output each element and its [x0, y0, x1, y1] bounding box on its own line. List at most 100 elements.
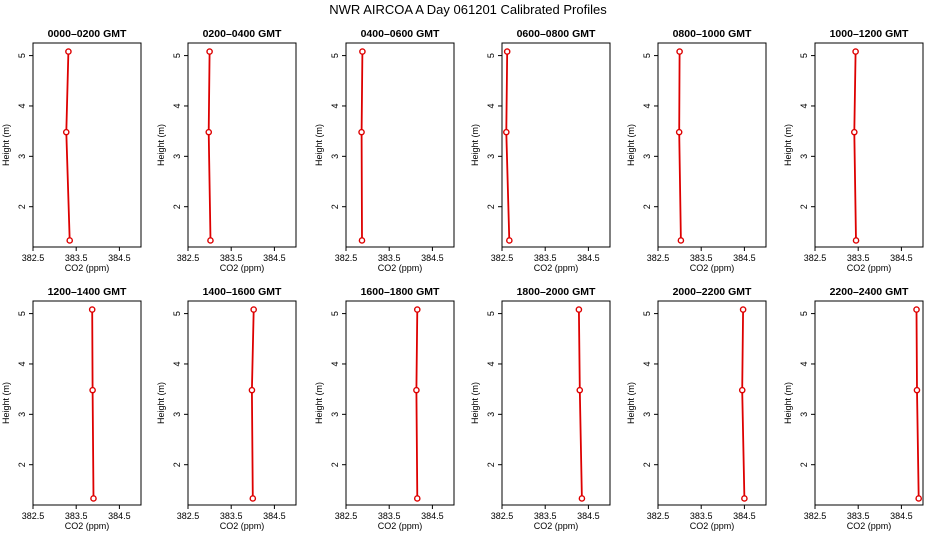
profile-line — [505, 51, 511, 241]
y-tick-label: 5 — [799, 311, 809, 316]
y-tick-label: 4 — [172, 361, 182, 366]
x-tick-label: 384.5 — [733, 253, 756, 263]
x-tick-label: 382.5 — [804, 253, 827, 263]
page-title: NWR AIRCOA A Day 061201 Calibrated Profi… — [329, 2, 607, 17]
x-tick-label: 382.5 — [647, 511, 670, 521]
x-tick-label: 382.5 — [647, 253, 670, 263]
y-axis-label: Height (m) — [470, 382, 480, 424]
x-tick-label: 382.5 — [22, 511, 45, 521]
x-tick-label: 384.5 — [108, 511, 131, 521]
x-tick-label: 384.5 — [421, 253, 444, 263]
panel-title: 2200–2400 GMT — [830, 286, 909, 298]
x-tick-label: 382.5 — [804, 511, 827, 521]
y-tick-label: 5 — [17, 53, 27, 58]
data-point — [358, 237, 366, 244]
x-tick-label: 382.5 — [491, 253, 514, 263]
x-tick-label: 383.5 — [220, 253, 243, 263]
panel-title: 1200–1400 GMT — [48, 286, 127, 298]
y-axis-label: Height (m) — [626, 124, 636, 166]
x-tick-label: 383.5 — [65, 511, 88, 521]
y-tick-label: 3 — [486, 412, 496, 417]
y-axis-label: Height (m) — [783, 124, 793, 166]
x-tick-label: 382.5 — [335, 253, 358, 263]
x-tick-label: 383.5 — [220, 511, 243, 521]
y-tick-label: 2 — [486, 204, 496, 209]
x-tick-label: 384.5 — [890, 511, 913, 521]
x-axis-label: CO2 (ppm) — [65, 263, 110, 273]
y-tick-label: 3 — [172, 154, 182, 159]
data-point — [65, 48, 72, 55]
x-axis-label: CO2 (ppm) — [220, 521, 265, 531]
x-axis-label: CO2 (ppm) — [378, 521, 423, 531]
y-tick-label: 2 — [642, 462, 652, 467]
data-point — [741, 495, 748, 502]
x-axis-label: CO2 (ppm) — [378, 263, 423, 273]
x-axis-label: CO2 (ppm) — [690, 263, 735, 273]
y-tick-label: 2 — [486, 462, 496, 467]
y-tick-label: 4 — [642, 103, 652, 108]
y-tick-label: 3 — [330, 412, 340, 417]
data-point — [676, 48, 683, 55]
y-axis-label: Height (m) — [156, 382, 166, 424]
y-tick-label: 3 — [17, 412, 27, 417]
plot-frame — [501, 42, 611, 248]
x-tick-label: 384.5 — [890, 253, 913, 263]
data-point — [206, 48, 213, 55]
profile-line — [915, 309, 920, 499]
plot-frame — [345, 42, 455, 248]
profile-line — [250, 309, 255, 499]
data-point — [250, 306, 257, 313]
data-point — [851, 128, 858, 136]
x-tick-label: 382.5 — [335, 511, 358, 521]
y-tick-label: 3 — [330, 154, 340, 159]
x-axis-label: CO2 (ppm) — [847, 521, 892, 531]
data-point — [503, 48, 511, 55]
panel-title: 2000–2200 GMT — [673, 286, 752, 298]
data-point — [675, 128, 683, 136]
x-tick-label: 382.5 — [177, 511, 200, 521]
profile-line — [65, 51, 71, 241]
data-point — [913, 306, 920, 313]
y-tick-label: 4 — [172, 103, 182, 108]
x-tick-label: 383.5 — [378, 253, 401, 263]
plot-frame — [814, 42, 924, 248]
plot-frame — [814, 300, 924, 506]
profile-line — [853, 51, 857, 241]
data-point — [503, 128, 510, 136]
x-axis-label: CO2 (ppm) — [690, 521, 735, 531]
x-tick-label: 384.5 — [577, 511, 600, 521]
y-axis-label: Height (m) — [470, 124, 480, 166]
y-tick-label: 4 — [799, 103, 809, 108]
x-tick-label: 384.5 — [263, 253, 286, 263]
x-axis-label: CO2 (ppm) — [847, 263, 892, 273]
plot-frame — [32, 42, 142, 248]
profile-line — [415, 309, 419, 499]
y-tick-label: 5 — [330, 53, 340, 58]
plot-frame — [187, 42, 297, 248]
data-point — [248, 386, 256, 394]
x-tick-label: 382.5 — [177, 253, 200, 263]
panel-title: 0800–1000 GMT — [673, 28, 752, 40]
x-tick-label: 383.5 — [690, 253, 713, 263]
data-point — [575, 306, 583, 313]
y-tick-label: 5 — [486, 53, 496, 58]
y-axis-label: Height (m) — [1, 382, 11, 424]
x-tick-label: 384.5 — [733, 511, 756, 521]
x-tick-label: 384.5 — [577, 253, 600, 263]
y-tick-label: 3 — [642, 154, 652, 159]
profile-line — [741, 309, 746, 499]
plot-frame — [501, 300, 611, 506]
plot-frame — [187, 300, 297, 506]
profile-line — [578, 309, 583, 499]
data-point — [852, 48, 859, 55]
data-point — [413, 495, 421, 502]
panel-title: 0200–0400 GMT — [203, 28, 282, 40]
